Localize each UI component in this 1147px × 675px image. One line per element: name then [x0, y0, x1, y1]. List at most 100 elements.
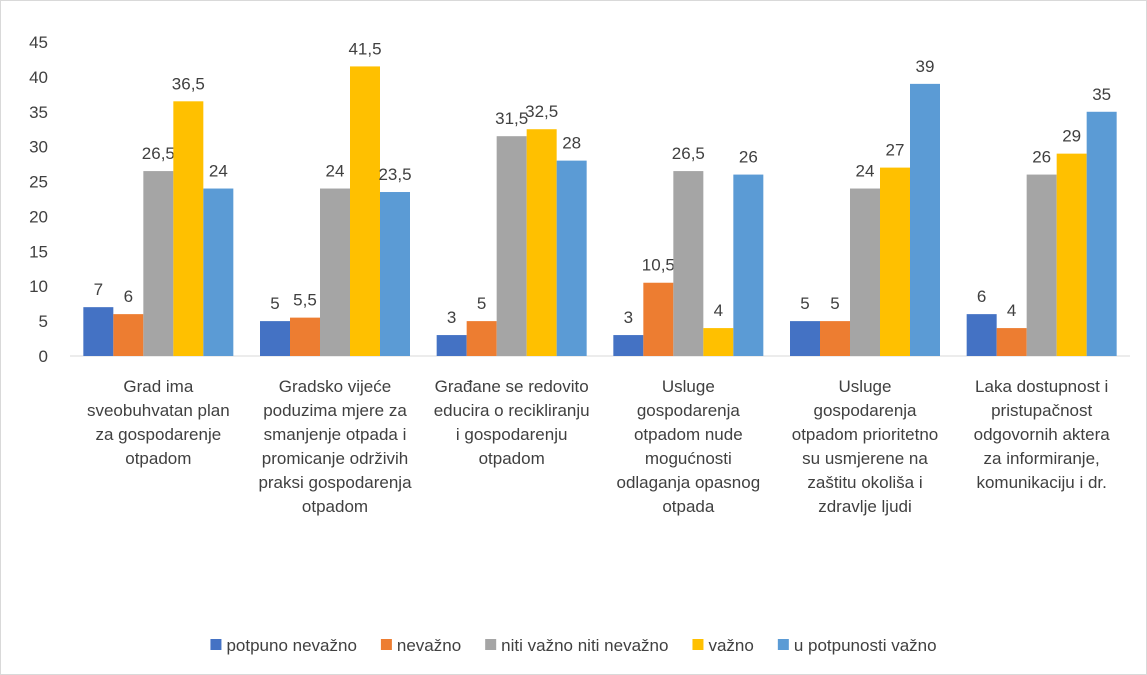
- data-label: 36,5: [172, 74, 205, 93]
- x-tick-line: educira o recikliranju: [434, 401, 590, 420]
- x-tick-line: za gospodarenje: [95, 425, 221, 444]
- legend-label: potpuno nevažno: [226, 636, 356, 655]
- bar: [966, 314, 997, 356]
- data-label: 41,5: [348, 39, 381, 58]
- data-label: 24: [326, 162, 345, 181]
- data-label: 5: [270, 294, 279, 313]
- x-tick-label: Gradsko vijeće poduzima mjere za smanjenje…: [258, 377, 412, 516]
- y-tick-label: 5: [39, 312, 48, 331]
- bar: [703, 328, 734, 356]
- x-tick-line: otpadom: [302, 497, 368, 516]
- data-label: 3: [447, 308, 456, 327]
- x-tick-line: otpadom: [479, 449, 545, 468]
- bar: [350, 66, 380, 356]
- x-tick-line: odlaganja opasnog: [616, 473, 760, 492]
- data-label: 6: [977, 287, 986, 306]
- data-label: 35: [1092, 85, 1111, 104]
- bar: [1056, 153, 1087, 356]
- x-tick-line: otpadom nude: [634, 425, 743, 444]
- x-tick-line: Usluge: [662, 377, 715, 396]
- y-tick-label: 20: [29, 207, 48, 226]
- bar: [733, 174, 764, 356]
- data-label: 5: [477, 294, 486, 313]
- bar: [556, 160, 587, 356]
- x-tick-line: za informiranje,: [984, 449, 1100, 468]
- bar: [83, 307, 114, 356]
- data-label: 39: [916, 57, 935, 76]
- x-tick-line: gospodarenja: [813, 401, 917, 420]
- x-tick-line: Usluge: [839, 377, 892, 396]
- data-label: 28: [562, 134, 581, 153]
- data-label: 5: [800, 294, 809, 313]
- data-label: 4: [1007, 301, 1016, 320]
- bar: [1026, 174, 1057, 356]
- bar: [643, 282, 674, 356]
- data-label: 27: [886, 141, 905, 160]
- y-tick-label: 15: [29, 242, 48, 261]
- legend-swatch: [485, 639, 497, 650]
- bar: [880, 167, 910, 356]
- x-tick-line: smanjenje otpada i: [264, 425, 407, 444]
- data-label: 26,5: [672, 144, 705, 163]
- bar: [173, 101, 204, 356]
- bar: [290, 317, 320, 356]
- x-tick-line: odgovornih aktera: [974, 425, 1111, 444]
- data-label: 3: [624, 308, 633, 327]
- data-label: 26,5: [142, 144, 175, 163]
- bar: [260, 321, 290, 356]
- y-tick-label: 25: [29, 173, 48, 192]
- data-label: 26: [1032, 148, 1051, 167]
- x-tick-line: pristupačnost: [991, 401, 1092, 420]
- bar: [790, 321, 820, 356]
- x-tick-line: Građane se redovito: [435, 377, 589, 396]
- legend-label: nevažno: [397, 636, 461, 655]
- y-tick-label: 0: [39, 347, 48, 366]
- bar: [380, 192, 410, 356]
- legend-label: važno: [708, 636, 753, 655]
- data-label: 24: [856, 162, 875, 181]
- x-tick-line: promicanje održivih: [262, 449, 408, 468]
- data-label: 24: [209, 162, 228, 181]
- x-tick-line: gospodarenja: [637, 401, 741, 420]
- y-tick-label: 30: [29, 138, 48, 157]
- legend-swatch: [692, 639, 704, 650]
- data-label: 26: [739, 148, 758, 167]
- x-tick-line: su usmjerene na: [802, 449, 928, 468]
- x-tick-line: otpadom: [125, 449, 191, 468]
- x-tick-line: komunikaciju i dr.: [976, 473, 1106, 492]
- bar: [673, 171, 704, 356]
- x-tick-label: Grad ima sveobuhvatan plan za gospodarenje…: [87, 377, 230, 468]
- x-tick-label: Građane se redovito educira o recikliranj…: [434, 377, 590, 468]
- x-tick-line: mogućnosti: [645, 449, 732, 468]
- bar: [820, 321, 850, 356]
- x-tick-line: zaštitu okoliša i: [807, 473, 922, 492]
- x-tick-line: poduzima mjere za: [263, 401, 407, 420]
- x-tick-line: Grad ima: [123, 377, 193, 396]
- legend-label: u potpunosti važno: [794, 636, 937, 655]
- x-tick-line: Laka dostupnost i: [975, 377, 1108, 396]
- data-label: 5,5: [293, 291, 317, 310]
- bar: [320, 188, 350, 356]
- y-tick-label: 10: [29, 277, 48, 296]
- x-tick-label: Laka dostupnost i pristupačnost odgovornih…: [974, 377, 1111, 492]
- legend-swatch: [380, 639, 392, 650]
- bar: [850, 188, 880, 356]
- bar: [910, 83, 940, 356]
- x-tick-label: Usluge gospodarenja otpadom prioritetno su …: [792, 377, 938, 516]
- data-label: 6: [124, 287, 133, 306]
- data-label: 10,5: [642, 256, 675, 275]
- data-label: 29: [1062, 127, 1081, 146]
- x-tick-label: Usluge gospodarenja otpadom nude mogućnosti…: [616, 377, 760, 516]
- x-tick-line: sveobuhvatan plan: [87, 401, 230, 420]
- bar: [203, 188, 234, 356]
- bar: [466, 321, 497, 356]
- data-label: 5: [830, 294, 839, 313]
- x-tick-line: otpada: [662, 497, 715, 516]
- bar: [496, 136, 527, 356]
- bar: [996, 328, 1027, 356]
- data-label: 4: [714, 301, 723, 320]
- data-label: 31,5: [495, 109, 528, 128]
- y-tick-label: 35: [29, 103, 48, 122]
- legend: potpuno nevažno nevažno niti važno niti ne…: [210, 636, 937, 655]
- legend-swatch: [777, 639, 789, 650]
